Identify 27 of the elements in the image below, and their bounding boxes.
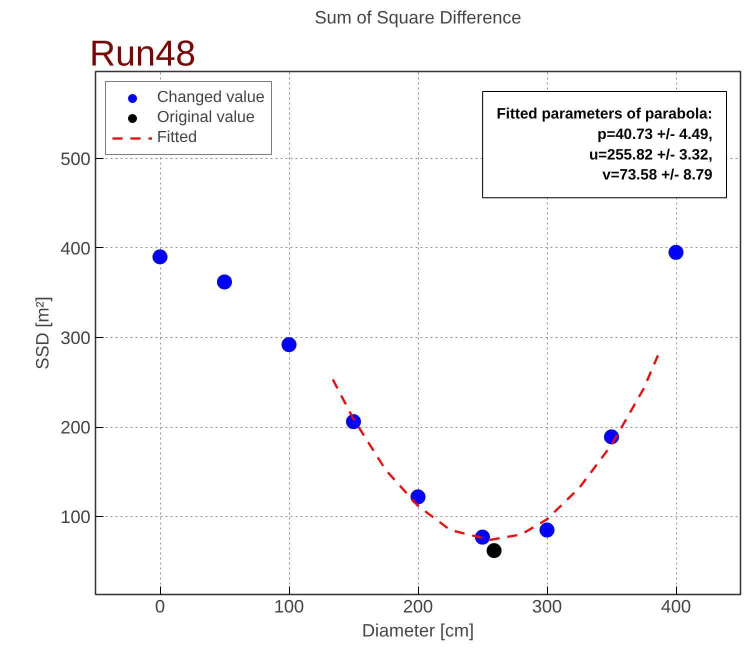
y-axis-title: SSD [m²] — [32, 296, 52, 370]
x-tick-label: 100 — [274, 596, 304, 616]
y-tick-label: 200 — [60, 418, 91, 438]
point — [152, 249, 168, 264]
point — [475, 530, 490, 545]
legend-label: Changed value — [157, 89, 265, 107]
x-axis-title: Diameter [cm] — [362, 620, 474, 640]
y-tick-label: 300 — [60, 328, 91, 348]
point — [486, 543, 502, 558]
y-tick-label: 500 — [60, 148, 91, 169]
legend-label: Original value — [157, 109, 255, 127]
point — [410, 489, 426, 504]
x-tick-label: 0 — [154, 596, 166, 616]
annotation: Run48 — [90, 32, 196, 74]
point — [668, 244, 684, 260]
chart-title: Sum of Square Difference — [314, 8, 522, 28]
y-tick-label: 100 — [60, 507, 91, 528]
y-tick-label: 400 — [60, 238, 91, 258]
x-tick-label: 400 — [660, 596, 692, 616]
legend-label: Fitted — [157, 129, 198, 147]
x-tick-label: 300 — [532, 596, 562, 616]
annotation: Fitted parameters of parabola: p=40.73 +/- 4.49, u=255.82 +/- 3.32, v=73.58 +/- 8.79 — [496, 106, 713, 184]
point — [540, 522, 554, 538]
point — [346, 414, 361, 430]
x-tick-label: 200 — [402, 596, 434, 616]
point — [282, 337, 296, 352]
point — [217, 274, 232, 290]
